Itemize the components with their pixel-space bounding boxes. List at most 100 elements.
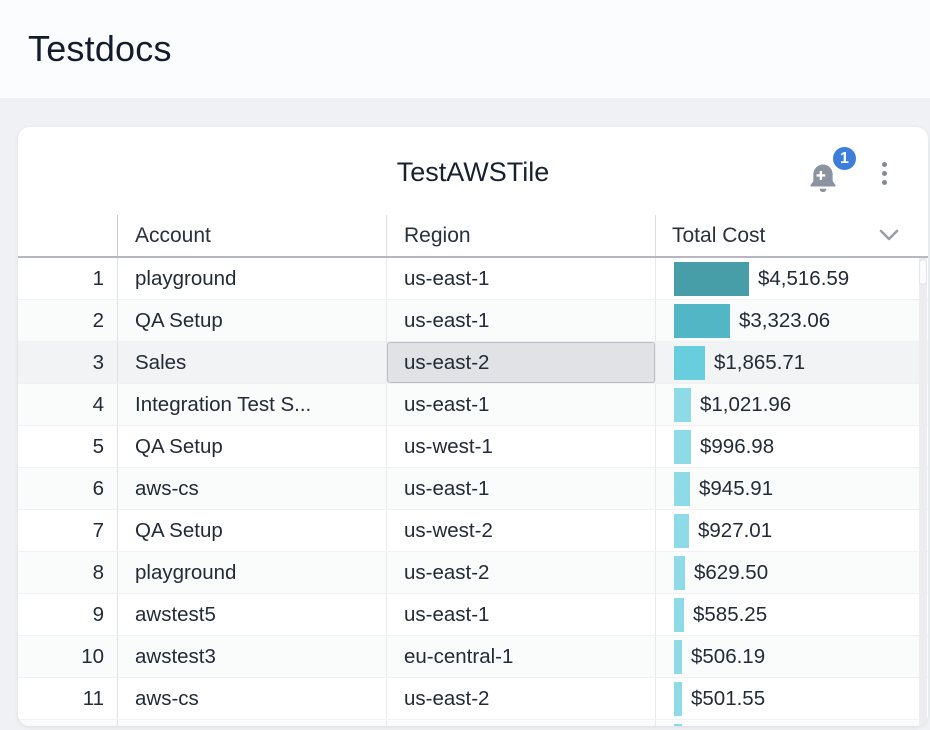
cell-region[interactable]: us-east-1 <box>387 468 656 509</box>
cell-account[interactable]: playground <box>118 258 387 299</box>
kebab-dot <box>881 179 887 185</box>
header-region[interactable]: Region <box>387 215 656 256</box>
cost-bar <box>674 387 691 422</box>
page-title: Testdocs <box>28 28 172 69</box>
table-row[interactable]: 11 aws-cs us-east-2 $501.55 <box>18 678 928 720</box>
table-row[interactable]: 7 QA Setup us-west-2 $927.01 <box>18 510 928 552</box>
cost-bar <box>674 639 682 674</box>
cost-value: $945.91 <box>699 476 774 500</box>
row-index: 9 <box>18 594 118 635</box>
cost-value: $506.19 <box>691 644 766 668</box>
table-body: 1 playground us-east-1 $4,516.59 2 QA Se… <box>18 258 928 726</box>
row-index: 11 <box>18 678 118 719</box>
table-row[interactable]: 6 aws-cs us-east-1 $945.91 <box>18 468 928 510</box>
table-row[interactable]: 2 QA Setup us-east-1 $3,323.06 <box>18 300 928 342</box>
cell-region[interactable]: us-east-2 <box>387 678 656 719</box>
row-index: 3 <box>18 342 118 383</box>
cell-region[interactable]: us-east-1 <box>387 258 656 299</box>
cost-value: $1,865.71 <box>714 350 806 374</box>
header-row-number <box>18 215 118 256</box>
cost-value: $996.98 <box>700 434 775 458</box>
tile-title: TestAWSTile <box>396 157 550 187</box>
cell-region[interactable] <box>387 720 656 726</box>
header-account-label: Account <box>135 223 211 247</box>
row-index: 10 <box>18 636 118 677</box>
notifications-button[interactable]: 1 <box>806 145 858 195</box>
cell-total-cost[interactable]: $501.55 <box>656 678 928 719</box>
cost-value: $629.50 <box>694 560 769 584</box>
cost-value: $4,516.59 <box>758 266 850 290</box>
cell-total-cost[interactable]: $927.01 <box>656 510 928 551</box>
cell-total-cost[interactable]: $4,516.59 <box>656 258 928 299</box>
table-header: Account Region Total Cost <box>18 215 928 258</box>
cell-total-cost[interactable]: $585.25 <box>656 594 928 635</box>
kebab-dot <box>881 170 887 176</box>
cell-account[interactable]: QA Setup <box>118 510 387 551</box>
row-index: 8 <box>18 552 118 593</box>
tile-card: TestAWSTile 1 Account Region To <box>18 127 928 726</box>
cost-bar <box>674 261 749 296</box>
cost-value: $1,021.96 <box>700 392 792 416</box>
tile-header: TestAWSTile 1 <box>18 127 928 215</box>
cell-account[interactable]: aws-cs <box>118 678 387 719</box>
header-region-label: Region <box>404 223 471 247</box>
cell-account[interactable]: aws-cs <box>118 468 387 509</box>
cell-account[interactable]: QA Setup <box>118 426 387 467</box>
table-row[interactable]: 5 QA Setup us-west-1 $996.98 <box>18 426 928 468</box>
cost-bar <box>674 555 685 590</box>
cell-region[interactable]: us-east-2 <box>387 342 656 383</box>
row-index: 7 <box>18 510 118 551</box>
cost-bar <box>674 429 691 464</box>
cost-value: $585.25 <box>693 602 768 626</box>
cell-account[interactable]: Integration Test S... <box>118 384 387 425</box>
cell-total-cost[interactable]: $506.19 <box>656 636 928 677</box>
row-index: 2 <box>18 300 118 341</box>
table-row[interactable]: 9 awstest5 us-east-1 $585.25 <box>18 594 928 636</box>
notification-badge: 1 <box>831 145 858 172</box>
cell-total-cost[interactable]: $1,021.96 <box>656 384 928 425</box>
header-total-cost[interactable]: Total Cost <box>656 215 928 256</box>
cost-bar <box>674 681 682 716</box>
table-row[interactable] <box>18 720 928 726</box>
cell-region[interactable]: us-east-1 <box>387 384 656 425</box>
table-row[interactable]: 4 Integration Test S... us-east-1 $1,021… <box>18 384 928 426</box>
vertical-scrollbar[interactable] <box>919 258 927 726</box>
row-index: 4 <box>18 384 118 425</box>
cell-region[interactable]: us-east-2 <box>387 552 656 593</box>
row-index: 6 <box>18 468 118 509</box>
cell-total-cost[interactable]: $3,323.06 <box>656 300 928 341</box>
cell-region[interactable]: us-west-2 <box>387 510 656 551</box>
cell-region[interactable]: us-east-1 <box>387 594 656 635</box>
table-row[interactable]: 8 playground us-east-2 $629.50 <box>18 552 928 594</box>
cost-value: $501.55 <box>691 686 766 710</box>
cell-region[interactable]: us-west-1 <box>387 426 656 467</box>
chevron-down-icon[interactable] <box>878 224 900 248</box>
row-index <box>18 720 118 726</box>
cell-region[interactable]: eu-central-1 <box>387 636 656 677</box>
cell-account[interactable]: awstest5 <box>118 594 387 635</box>
cell-total-cost[interactable]: $945.91 <box>656 468 928 509</box>
cost-bar <box>674 345 705 380</box>
cell-region[interactable]: us-east-1 <box>387 300 656 341</box>
cell-total-cost[interactable] <box>656 720 928 726</box>
cell-account[interactable]: Sales <box>118 342 387 383</box>
cost-bar <box>674 597 684 632</box>
cell-total-cost[interactable]: $629.50 <box>656 552 928 593</box>
cost-bar <box>674 724 682 726</box>
table-row[interactable]: 10 awstest3 eu-central-1 $506.19 <box>18 636 928 678</box>
cell-account[interactable] <box>118 720 387 726</box>
cell-account[interactable]: awstest3 <box>118 636 387 677</box>
cell-total-cost[interactable]: $1,865.71 <box>656 342 928 383</box>
cell-account[interactable]: playground <box>118 552 387 593</box>
table-row[interactable]: 3 Sales us-east-2 $1,865.71 <box>18 342 928 384</box>
scrollbar-thumb[interactable] <box>919 259 927 285</box>
cell-account[interactable]: QA Setup <box>118 300 387 341</box>
cost-bar <box>674 303 730 338</box>
cell-total-cost[interactable]: $996.98 <box>656 426 928 467</box>
table-row[interactable]: 1 playground us-east-1 $4,516.59 <box>18 258 928 300</box>
row-index: 5 <box>18 426 118 467</box>
kebab-dot <box>881 161 887 167</box>
header-total-cost-label: Total Cost <box>672 223 766 247</box>
header-account[interactable]: Account <box>118 215 387 256</box>
kebab-menu-button[interactable] <box>874 155 894 191</box>
